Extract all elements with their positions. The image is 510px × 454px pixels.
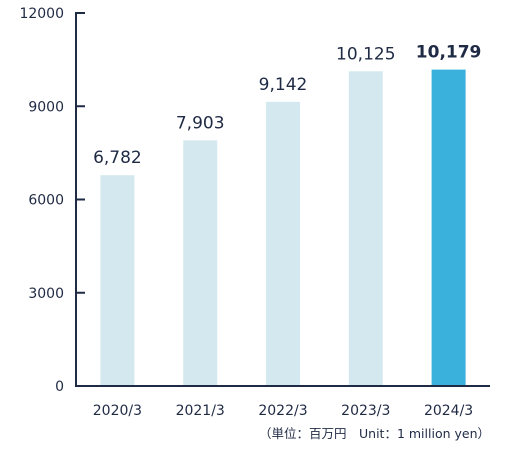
y-tick-label: 3000 [28, 286, 64, 302]
bar-2021-3 [183, 140, 218, 386]
x-tick-label: 2021/3 [176, 403, 225, 419]
unit-note: （単位：百万円 Unit：1 million yen） [259, 426, 490, 441]
y-tick-label: 0 [55, 379, 64, 395]
x-tick-label: 2024/3 [424, 403, 473, 419]
x-tick-label: 2022/3 [258, 403, 307, 419]
bar-2020-3 [100, 175, 135, 386]
x-tick-label: 2023/3 [341, 403, 390, 419]
y-tick-label: 12000 [19, 6, 64, 22]
bar-2023-3 [348, 71, 383, 386]
x-tick-label: 2020/3 [93, 403, 142, 419]
bar-2024-3 [431, 69, 466, 386]
data-label: 9,142 [259, 75, 308, 95]
y-tick-label: 6000 [28, 193, 64, 209]
x-axis-ticks: 2020/3 2021/3 2022/3 2023/3 2024/3 [93, 403, 473, 419]
bar-2022-3 [266, 101, 300, 386]
data-labels: 6,782 7,903 9,142 10,125 10,179 [93, 43, 481, 169]
y-axis-ticks: 0 3000 6000 9000 12000 [19, 6, 85, 395]
data-label: 10,179 [416, 43, 482, 63]
data-label: 10,125 [336, 44, 395, 64]
bars-group [100, 69, 466, 386]
y-tick-label: 9000 [28, 99, 64, 115]
data-label: 6,782 [93, 148, 142, 168]
data-label: 7,903 [176, 113, 225, 133]
